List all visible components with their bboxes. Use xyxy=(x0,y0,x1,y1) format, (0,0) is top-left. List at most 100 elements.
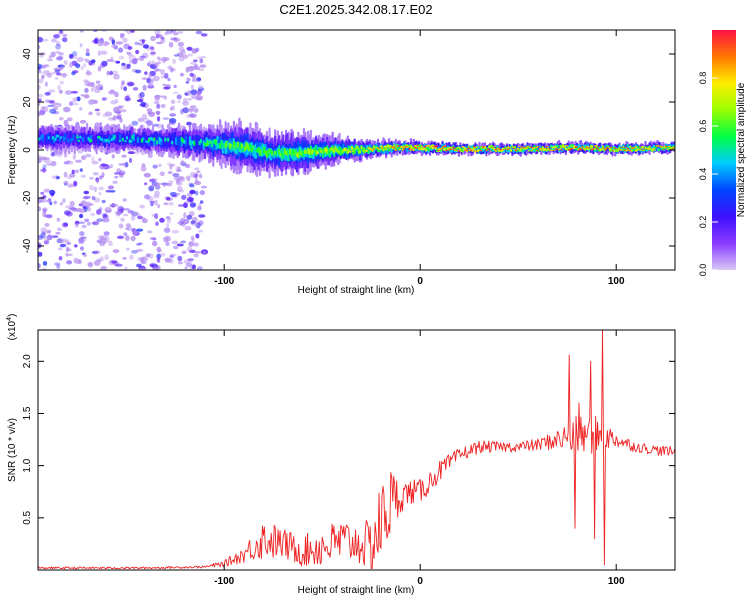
spectrogram-noise-cell xyxy=(61,238,67,243)
spectrogram-ridge-cell xyxy=(510,150,513,152)
spectrogram-noise-cell xyxy=(56,40,61,47)
spectrogram-ridge-cell xyxy=(445,150,448,152)
spectrogram-ridge-cell xyxy=(641,150,644,152)
spectrogram-noise-cell xyxy=(88,60,93,66)
spectrogram-ridge-cell xyxy=(441,146,444,149)
spectrogram-noise-cell xyxy=(192,242,199,247)
spectrogram-noise-cell xyxy=(175,192,180,196)
spectrogram-noise-cell xyxy=(38,68,42,73)
spectrogram-noise-cell xyxy=(121,62,126,67)
spectrogram-noise-cell xyxy=(109,190,116,193)
spectrogram-noise-cell xyxy=(38,206,42,212)
spectrogram-noise-cell xyxy=(79,213,84,219)
spectrogram-noise-cell xyxy=(196,77,202,82)
spectrogram-ridge-cell xyxy=(612,150,616,152)
spectrogram-ridge-cell xyxy=(507,148,510,151)
spectrogram-ridge-cell xyxy=(378,148,381,150)
spectrogram-noise-cell xyxy=(167,65,173,70)
spectrogram-noise-cell xyxy=(85,58,90,63)
spectrogram-noise-cell xyxy=(183,259,190,264)
spectrogram-noise-cell xyxy=(186,246,193,252)
spectrogram-noise-cell xyxy=(46,58,54,62)
spectrogram-noise-cell xyxy=(131,120,139,126)
snr-y-tick-label: 0.5 xyxy=(22,510,33,524)
spectrogram-noise-cell xyxy=(49,189,56,196)
spectrogram-noise-cell xyxy=(38,251,43,257)
spectrogram-noise-cell xyxy=(189,113,197,118)
spectrogram-ridge-cell xyxy=(426,146,429,150)
spectrogram-noise-cell xyxy=(99,63,105,69)
spectrogram-noise-cell xyxy=(58,52,64,56)
spectrogram-noise-cell xyxy=(202,126,206,130)
spectrogram-ridge-cell xyxy=(519,147,522,150)
spectrogram-ridge-cell xyxy=(66,138,69,143)
spectrogram-ridge-cell xyxy=(536,150,539,152)
spectrogram-noise-cell xyxy=(43,158,51,164)
spectrogram-noise-cell xyxy=(41,74,45,80)
spectrogram-ridge-cell xyxy=(39,136,42,140)
spectrogram-noise-cell xyxy=(78,237,85,244)
spectrogram-noise-cell xyxy=(131,213,136,216)
spectrogram-noise-cell xyxy=(188,182,194,187)
spectrogram-ridge-cell xyxy=(394,149,397,152)
spectrogram-noise-cell xyxy=(51,175,57,179)
spectrogram-noise-cell xyxy=(145,253,151,258)
spectrogram-noise-cell xyxy=(139,204,145,209)
spectrogram-noise-cell xyxy=(95,178,100,184)
spectrogram-noise-cell xyxy=(104,111,113,117)
spectrogram-ridge-cell xyxy=(386,146,389,149)
spectrogram-noise-cell xyxy=(63,222,68,227)
spectrogram-noise-cell xyxy=(91,250,99,254)
spectrogram-ridge-cell xyxy=(549,145,552,148)
spectrogram-noise-cell xyxy=(191,78,196,82)
spectrogram-noise-cell xyxy=(153,100,160,105)
spectrogram-noise-cell xyxy=(124,266,128,270)
spectrogram-noise-cell xyxy=(38,85,41,90)
spectrogram-noise-cell xyxy=(57,55,64,59)
spectrogram-noise-cell xyxy=(98,207,103,211)
spectrogram-ridge-cell xyxy=(615,147,618,149)
spectrogram-ridge-cell xyxy=(534,147,537,148)
spectrogram-noise-cell xyxy=(44,81,48,87)
snr-scale-label: (x104) xyxy=(6,314,18,341)
spectrogram-ridge-cell xyxy=(350,146,353,150)
spectrogram-ridge-cell xyxy=(468,147,471,149)
spectrogram-noise-cell xyxy=(63,119,69,126)
spectrogram-noise-cell xyxy=(38,158,42,164)
spectrogram-noise-cell xyxy=(42,167,46,173)
spectrogram-noise-cell xyxy=(38,71,43,74)
spectrogram-ridge-cell xyxy=(398,148,401,151)
spectrogram-noise-cell xyxy=(82,63,87,68)
spectrogram-noise-cell xyxy=(152,164,158,169)
spectrogram-noise-cell xyxy=(101,213,108,217)
spectrogram-ridge-cell xyxy=(249,143,252,150)
spectrogram-noise-cell xyxy=(73,258,81,264)
spectrogram-noise-cell xyxy=(56,227,63,232)
spectrogram-noise-cell xyxy=(150,35,157,42)
spectrogram-ridge-cell xyxy=(589,145,592,147)
spectrogram-noise-cell xyxy=(79,106,83,111)
spectrogram-noise-cell xyxy=(152,237,157,241)
spectrogram-noise-cell xyxy=(154,213,159,220)
spectrogram-noise-cell xyxy=(61,65,65,69)
spectrogram-noise-cell xyxy=(168,120,176,125)
spectrogram-noise-cell xyxy=(158,249,162,253)
spectrogram-noise-cell xyxy=(160,103,166,109)
spectrogram-noise-cell xyxy=(188,249,196,253)
spectrogram-noise-cell xyxy=(118,172,124,178)
spectrogram-noise-cell xyxy=(169,107,174,111)
spectrogram-ridge-cell xyxy=(397,145,400,147)
spectrogram-ridge-cell xyxy=(474,149,477,153)
spectrogram-noise-cell xyxy=(54,77,59,80)
spectrogram-ridge-cell xyxy=(634,145,637,148)
spectrogram-noise-cell xyxy=(173,84,177,88)
spectrogram-noise-cell xyxy=(94,197,101,203)
spectrogram-noise-cell xyxy=(96,258,102,262)
spectrogram-ridge-cell xyxy=(596,148,599,150)
spectrogram-ridge-cell xyxy=(579,148,583,151)
spectrogram-noise-cell xyxy=(194,180,202,186)
spectrogram-ridge-cell xyxy=(590,149,594,151)
spectrogram-noise-cell xyxy=(176,243,184,247)
spectrogram-noise-cell xyxy=(79,168,83,172)
spectrogram-noise-cell xyxy=(67,184,74,188)
